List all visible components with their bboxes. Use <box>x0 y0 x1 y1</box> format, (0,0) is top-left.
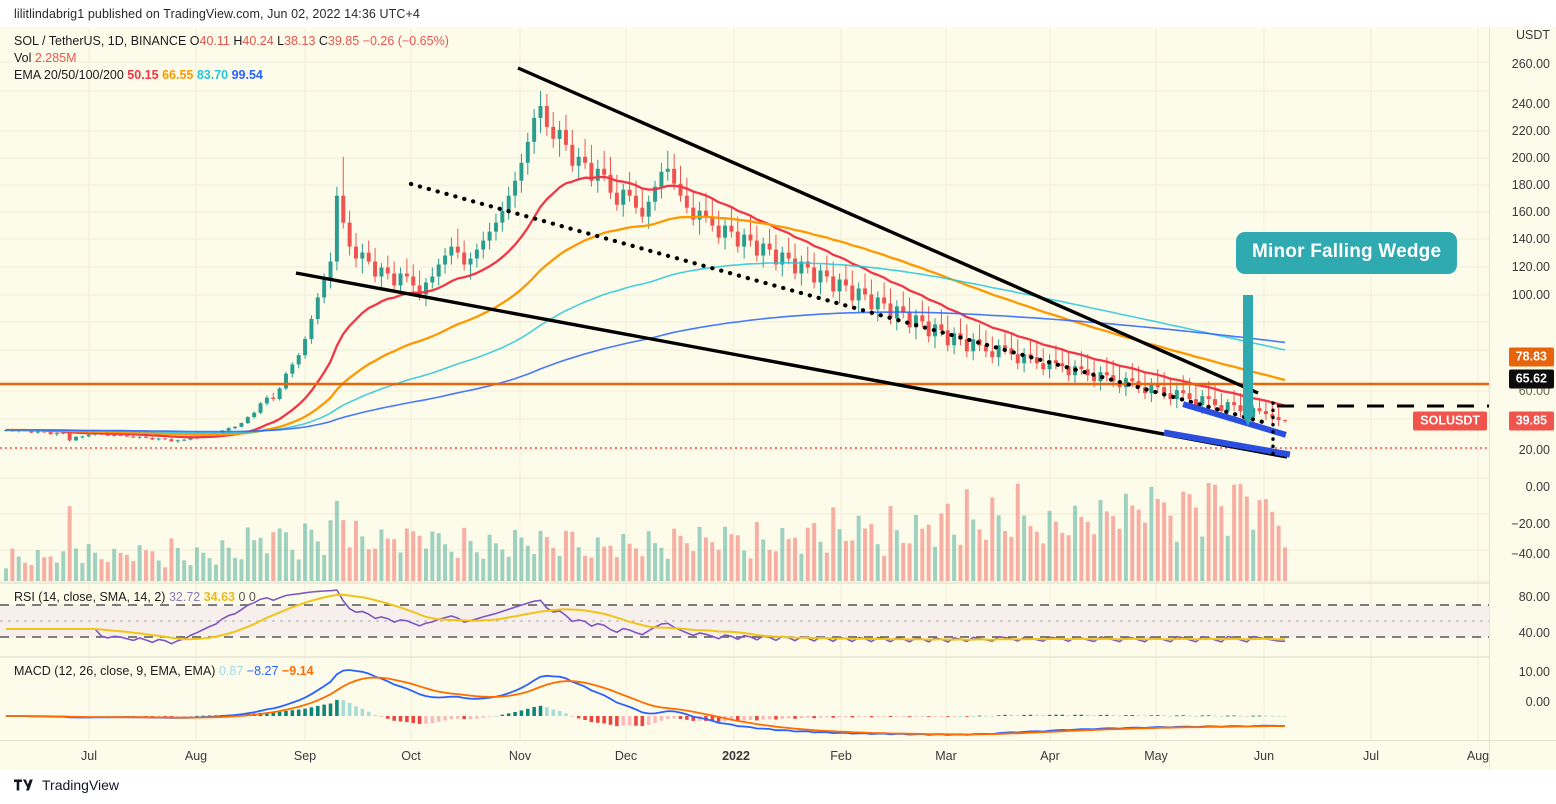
target-price-badge[interactable]: 65.62 <box>1508 369 1554 389</box>
grid-lines <box>0 27 1489 740</box>
legend-ema20-value: 50.15 <box>127 68 159 82</box>
time-axis[interactable]: Jul Aug Sep Oct Nov Dec 2022 Feb Mar Apr… <box>0 740 1489 770</box>
legend-o-label: O <box>189 34 200 48</box>
axis-tick-neg40: −40.00 <box>1511 547 1550 561</box>
legend-volume-row: Vol 2.285M <box>14 50 449 67</box>
callout-arrow <box>1243 295 1253 426</box>
axis-tick-0: 0.00 <box>1525 480 1550 494</box>
time-label-jun: Jun <box>1253 749 1275 763</box>
time-label-jul: Jul <box>81 749 97 763</box>
axis-tick-160: 160.00 <box>1511 205 1550 219</box>
tradingview-brand[interactable]: TradingView <box>14 777 119 793</box>
legend-c-value: 39.85 <box>327 34 360 48</box>
legend-volume-value: 2.285M <box>34 51 77 65</box>
volume-series <box>4 483 1287 581</box>
chart-plot-area[interactable]: SOL / TetherUS, 1D, BINANCE O40.11 H40.2… <box>0 27 1489 740</box>
macd-legend: MACD (12, 26, close, 9, EMA, EMA) 0.87 −… <box>14 663 314 680</box>
time-label-feb: Feb <box>830 749 852 763</box>
time-label-apr: Apr <box>1040 749 1060 763</box>
legend-h-label: H <box>233 34 243 48</box>
time-label-sep: Sep <box>293 749 317 763</box>
price-axis[interactable]: USDT 260.00 240.00 220.00 200.00 180.00 … <box>1489 27 1556 740</box>
axis-unit: USDT <box>1515 28 1550 42</box>
legend-ema-label: EMA 20/50/100/200 <box>14 68 124 82</box>
axis-tick-100: 100.00 <box>1511 288 1550 302</box>
inner-dotted-trendline[interactable] <box>408 181 1273 427</box>
legend-l-value: 38.13 <box>284 34 316 48</box>
rsi-title: RSI (14, close, SMA, 14, 2) <box>14 590 166 604</box>
legend-symbol: SOL / TetherUS, 1D, BINANCE <box>14 34 187 48</box>
legend-change: −0.26 <box>362 34 395 48</box>
falling-wedge-lower[interactable] <box>1163 429 1291 458</box>
descending-channel-upper[interactable] <box>517 66 1259 395</box>
minor-falling-wedge-callout[interactable]: Minor Falling Wedge <box>1236 232 1458 274</box>
falling-wedge-upper[interactable] <box>1182 401 1287 438</box>
axis-tick-200: 200.00 <box>1511 151 1550 165</box>
macd-value: 0.87 <box>218 664 244 678</box>
axis-tick-120: 120.00 <box>1511 260 1550 274</box>
axis-tick-220: 220.00 <box>1511 124 1550 138</box>
axis-tick-20: 20.00 <box>1518 443 1550 457</box>
axis-tick-180: 180.00 <box>1511 178 1550 192</box>
macd-title: MACD (12, 26, close, 9, EMA, EMA) <box>14 664 216 678</box>
chart-canvas <box>0 27 1489 740</box>
symbol-price-tag[interactable]: SOLUSDT <box>1413 411 1487 431</box>
legend-c-label: C <box>318 34 328 48</box>
macd-pane <box>4 669 1287 736</box>
time-label-may: May <box>1144 749 1168 763</box>
axis-corner <box>1489 740 1556 770</box>
macd-hist-value: −9.14 <box>281 664 314 678</box>
chart-legend: SOL / TetherUS, 1D, BINANCE O40.11 H40.2… <box>14 33 449 84</box>
published-by-line: lilitlindabrig1 published on TradingView… <box>14 7 420 21</box>
tradingview-brand-label: TradingView <box>42 777 120 793</box>
time-label-jul2: Jul <box>1363 749 1379 763</box>
candlestick-series <box>4 91 1287 444</box>
time-label-dec: Dec <box>614 749 638 763</box>
legend-change-pct: (−0.65%) <box>397 34 449 48</box>
time-label-2022: 2022 <box>722 749 750 763</box>
time-label-aug: Aug <box>184 749 208 763</box>
rsi-value: 32.72 <box>168 590 201 604</box>
legend-ema100-value: 83.70 <box>196 68 229 82</box>
legend-symbol-row: SOL / TetherUS, 1D, BINANCE O40.11 H40.2… <box>14 33 449 50</box>
tradingview-logo-icon <box>14 779 33 791</box>
axis-tick-neg20: −20.00 <box>1511 517 1550 531</box>
rsi-axis-tick-40: 40.00 <box>1518 626 1550 640</box>
legend-l-label: L <box>277 34 285 48</box>
time-label-oct: Oct <box>401 749 421 763</box>
legend-o-value: 40.11 <box>199 34 230 48</box>
rsi-pane <box>0 589 1489 645</box>
macd-axis-tick-10: 10.00 <box>1518 665 1550 679</box>
last-price-badge[interactable]: 39.85 <box>1508 411 1554 431</box>
legend-ema-row: EMA 20/50/100/200 50.15 66.55 83.70 99.5… <box>14 67 449 84</box>
rsi-legend: RSI (14, close, SMA, 14, 2) 32.72 34.63 … <box>14 589 256 606</box>
time-label-aug2: Aug <box>1466 749 1490 763</box>
legend-h-value: 40.24 <box>242 34 274 48</box>
macd-signal-value: −8.27 <box>246 664 279 678</box>
pane-separators <box>0 582 1489 658</box>
axis-tick-260: 260.00 <box>1511 57 1550 71</box>
rsi-sma-value: 34.63 <box>203 590 235 604</box>
time-label-mar: Mar <box>935 749 957 763</box>
legend-volume-label: Vol <box>14 51 32 65</box>
rsi-extra: 0 0 <box>238 590 256 604</box>
time-label-nov: Nov <box>508 749 532 763</box>
legend-ema50-value: 66.55 <box>162 68 194 82</box>
rsi-axis-tick-80: 80.00 <box>1518 590 1550 604</box>
macd-axis-tick-0: 0.00 <box>1525 695 1550 709</box>
descending-channel-lower[interactable] <box>295 271 1288 459</box>
axis-tick-140: 140.00 <box>1511 232 1550 246</box>
resistance-price-badge[interactable]: 78.83 <box>1508 347 1554 367</box>
ema-overlay-lines <box>5 175 1286 439</box>
legend-ema200-value: 99.54 <box>231 68 263 82</box>
axis-tick-240: 240.00 <box>1511 97 1550 111</box>
